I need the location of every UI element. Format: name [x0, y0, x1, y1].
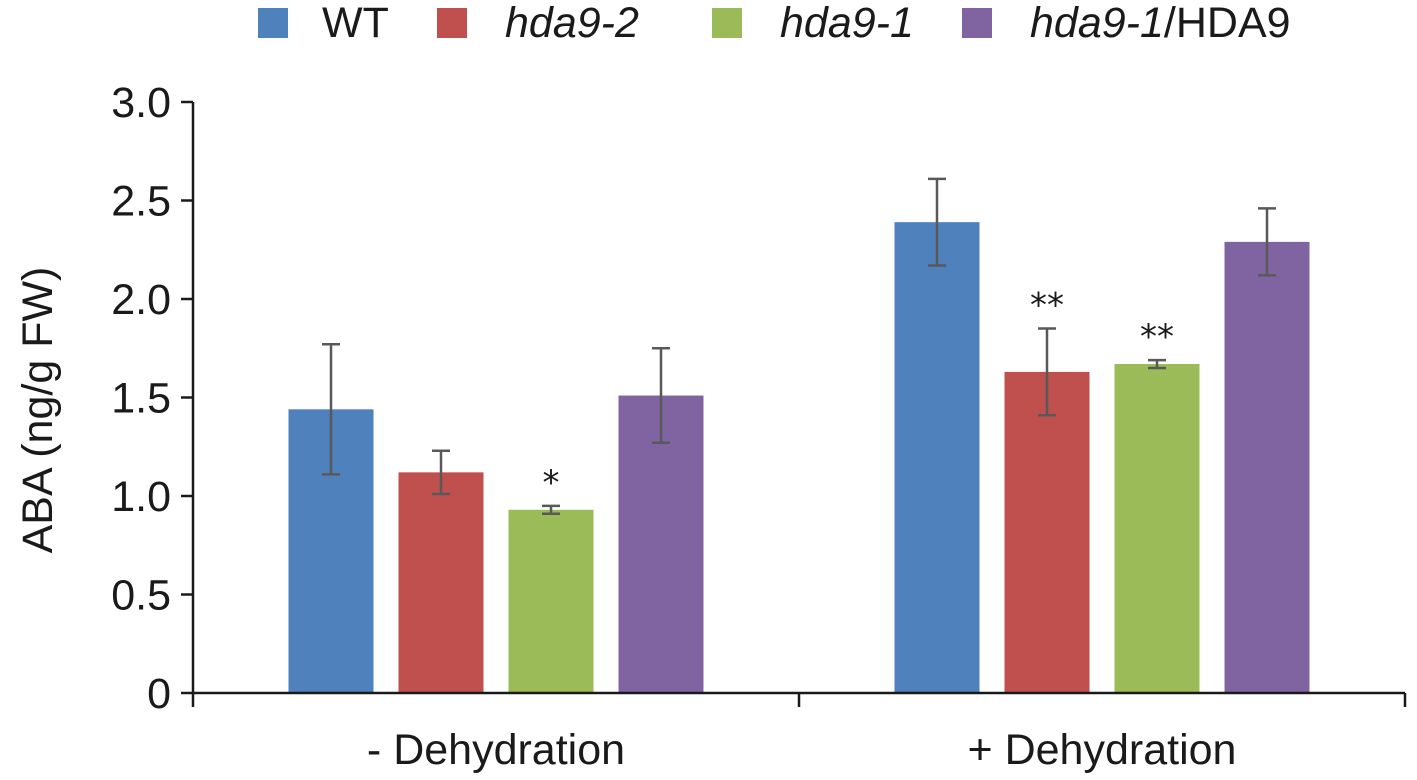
error-bar	[1258, 207, 1276, 277]
y-tick-label: 1.0	[111, 473, 171, 521]
y-tick-label: 3.0	[111, 79, 171, 127]
y-axis: 0 0.5 1.0 1.5 2.0 2.5 3.0	[111, 79, 195, 718]
y-tick-label: 2.5	[111, 178, 171, 226]
error-bar	[432, 449, 450, 496]
error-bar	[542, 504, 560, 515]
legend: WT hda9-2 hda9-1 hda9-1/HDA9	[258, 0, 1291, 47]
error-bar	[652, 347, 670, 445]
bar	[1224, 241, 1310, 693]
significance-marker: **	[1030, 286, 1064, 326]
y-tick-label: 2.0	[111, 276, 171, 324]
legend-label: hda9-1	[780, 0, 914, 47]
x-category-label: - Dehydration	[367, 726, 625, 774]
bars-group: *****	[288, 177, 1310, 694]
bar	[618, 395, 704, 693]
legend-item: hda9-1	[712, 0, 914, 47]
y-tick-label: 1.5	[111, 375, 171, 423]
significance-marker: *	[543, 463, 560, 503]
bar	[508, 509, 594, 693]
bar	[894, 222, 980, 694]
y-tick-label: 0	[147, 670, 171, 718]
legend-label: WT	[322, 0, 389, 47]
y-tick-label: 0.5	[111, 572, 171, 620]
error-bar	[928, 177, 946, 267]
legend-item: hda9-2	[437, 0, 639, 47]
bar	[1004, 371, 1090, 693]
x-category-label: + Dehydration	[968, 726, 1237, 774]
error-bar	[1148, 358, 1166, 370]
legend-label: hda9-2	[505, 0, 639, 47]
legend-label: hda9-1/HDA9	[1030, 0, 1291, 47]
y-axis-label: ABA (ng/g FW)	[14, 267, 62, 554]
error-bar	[322, 343, 340, 476]
legend-swatch	[712, 8, 742, 38]
legend-swatch	[258, 8, 288, 38]
legend-swatch	[962, 8, 992, 38]
significance-marker: **	[1140, 317, 1174, 357]
legend-item: WT	[258, 0, 389, 47]
bar	[1114, 364, 1200, 693]
bar	[398, 472, 484, 693]
x-axis: - Dehydration + Dehydration	[191, 691, 1407, 774]
error-bar	[1038, 327, 1056, 417]
legend-swatch	[437, 8, 467, 38]
legend-item: hda9-1/HDA9	[962, 0, 1291, 47]
